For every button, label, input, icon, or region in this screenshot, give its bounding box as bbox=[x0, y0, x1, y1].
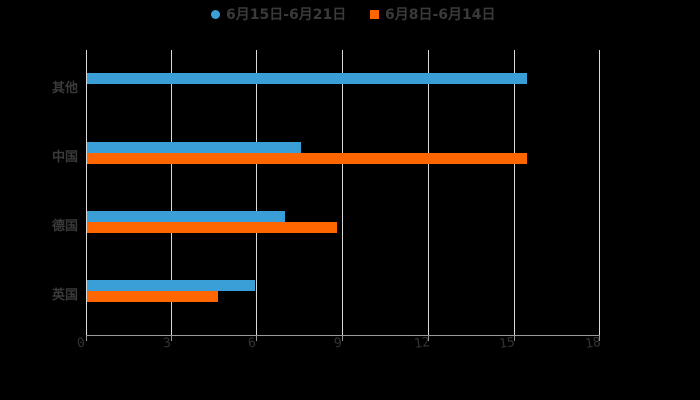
gridline bbox=[514, 50, 515, 335]
legend-square-icon bbox=[370, 9, 379, 19]
x-tick-label: 0 bbox=[76, 335, 86, 352]
bar-other-series-1[interactable] bbox=[87, 73, 527, 84]
x-tick bbox=[342, 335, 343, 341]
x-tick bbox=[514, 335, 515, 341]
legend-item-series-2[interactable]: 6月8日-6月14日 bbox=[370, 4, 496, 24]
gridline bbox=[86, 50, 87, 335]
x-tick bbox=[256, 335, 257, 341]
legend-circle-icon bbox=[211, 9, 220, 19]
x-tick bbox=[428, 335, 429, 341]
x-tick bbox=[86, 335, 87, 341]
x-tick bbox=[171, 335, 172, 341]
gridline bbox=[342, 50, 343, 335]
x-tick-label: 6 bbox=[247, 335, 257, 352]
gridline bbox=[256, 50, 257, 335]
x-tick-label: 18 bbox=[584, 334, 602, 353]
category-label-germany: 德国 bbox=[51, 219, 78, 234]
bar-germany-series-1[interactable] bbox=[87, 211, 285, 222]
gridline bbox=[428, 50, 429, 335]
bar-china-series-1[interactable] bbox=[87, 142, 301, 153]
x-tick-label: 15 bbox=[498, 334, 516, 353]
gridline bbox=[171, 50, 172, 335]
bar-china-series-2[interactable] bbox=[87, 153, 527, 164]
category-label-china: 中国 bbox=[51, 150, 78, 165]
legend-item-series-1[interactable]: 6月15日-6月21日 bbox=[211, 4, 346, 24]
category-label-other: 其他 bbox=[51, 81, 78, 96]
chart-legend: 6月15日-6月21日 6月8日-6月14日 bbox=[0, 4, 700, 24]
x-axis-line bbox=[86, 335, 600, 336]
x-tick-label: 3 bbox=[162, 335, 172, 352]
bar-uk-series-1[interactable] bbox=[87, 280, 255, 291]
x-tick-label: 9 bbox=[333, 335, 343, 352]
gridline bbox=[599, 50, 600, 335]
legend-label: 6月8日-6月14日 bbox=[385, 7, 496, 23]
category-label-uk: 英国 bbox=[51, 288, 78, 303]
x-tick-label: 12 bbox=[413, 334, 431, 353]
legend-label: 6月15日-6月21日 bbox=[226, 7, 347, 23]
x-tick bbox=[599, 335, 600, 341]
bar-uk-series-2[interactable] bbox=[87, 291, 218, 302]
bar-germany-series-2[interactable] bbox=[87, 222, 337, 233]
